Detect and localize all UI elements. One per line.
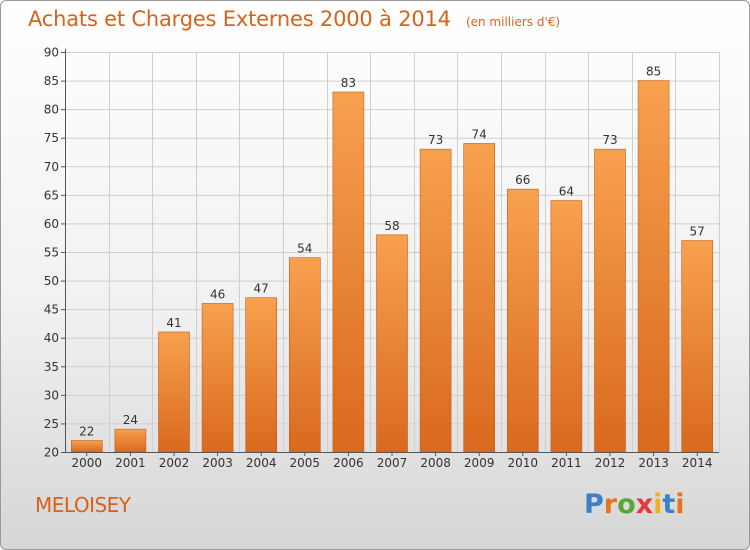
bar bbox=[158, 331, 190, 453]
y-tick-label: 75 bbox=[44, 131, 59, 145]
x-tick-label: 2014 bbox=[682, 456, 713, 470]
y-tick-label: 60 bbox=[44, 217, 59, 231]
data-label: 73 bbox=[602, 133, 617, 147]
x-tick-label: 2011 bbox=[551, 456, 582, 470]
y-tick-label: 30 bbox=[44, 388, 59, 402]
y-tick-label: 55 bbox=[44, 246, 59, 260]
data-label: 57 bbox=[690, 225, 705, 239]
x-tick-label: 2007 bbox=[377, 456, 408, 470]
y-tick-label: 25 bbox=[44, 417, 59, 431]
data-label: 22 bbox=[79, 425, 94, 439]
x-tick-label: 2001 bbox=[115, 456, 146, 470]
x-tick-label: 2004 bbox=[246, 456, 277, 470]
town-name: MELOISEY bbox=[35, 493, 131, 517]
bar bbox=[594, 148, 626, 453]
logo-letter: r bbox=[603, 489, 618, 520]
bar bbox=[637, 80, 670, 453]
chart-subtitle: (en milliers d'€) bbox=[465, 15, 561, 29]
y-tick-label: 90 bbox=[44, 46, 59, 60]
data-label: 83 bbox=[341, 76, 356, 90]
x-tick-label: 2000 bbox=[72, 456, 103, 470]
logo-letter: P bbox=[584, 489, 604, 520]
bar bbox=[245, 297, 277, 453]
data-label: 46 bbox=[210, 287, 225, 301]
x-tick-label: 2008 bbox=[420, 456, 451, 470]
y-tick-label: 85 bbox=[44, 74, 59, 88]
data-label: 41 bbox=[166, 316, 181, 330]
y-tick-label: 80 bbox=[44, 103, 59, 117]
logo-letter: i bbox=[653, 489, 663, 520]
x-tick-label: 2009 bbox=[464, 456, 495, 470]
axes: 20 25 30 35 40 45 50 55 60 65 70 75 80 85 90 2000 2001 20… bbox=[44, 46, 719, 470]
bar bbox=[419, 148, 452, 453]
x-tick-label: 2013 bbox=[638, 456, 669, 470]
y-tick-label: 50 bbox=[44, 274, 59, 288]
logo-letter: x bbox=[635, 489, 654, 520]
data-label: 58 bbox=[384, 219, 399, 233]
y-tick-label: 65 bbox=[44, 188, 59, 202]
data-label: 24 bbox=[123, 413, 138, 427]
data-label: 85 bbox=[646, 65, 661, 79]
bar bbox=[71, 440, 103, 453]
logo-letter: i bbox=[675, 489, 685, 520]
bar bbox=[463, 143, 496, 453]
logo-letter: o bbox=[617, 489, 636, 520]
x-tick-label: 2012 bbox=[595, 456, 626, 470]
x-tick-label: 2010 bbox=[508, 456, 539, 470]
title-area: Achats et Charges Externes 2000 à 2014 (… bbox=[28, 7, 560, 31]
bar bbox=[506, 188, 539, 453]
y-tick-label: 40 bbox=[44, 331, 59, 345]
bars bbox=[71, 80, 714, 453]
bar bbox=[681, 240, 714, 453]
y-tick-label: 20 bbox=[44, 446, 59, 460]
logo-letter: t bbox=[662, 489, 676, 520]
data-label: 66 bbox=[515, 173, 530, 187]
data-label: 74 bbox=[472, 127, 487, 141]
bar bbox=[550, 200, 583, 453]
x-tick-label: 2006 bbox=[333, 456, 364, 470]
data-labels: 22 24 41 46 47 54 83 58 73 74 66 64 73 85 57 bbox=[79, 65, 705, 439]
proxiti-logo[interactable]: Proxiti bbox=[584, 489, 685, 520]
bar bbox=[114, 428, 147, 453]
x-tick-label: 2005 bbox=[290, 456, 321, 470]
data-label: 64 bbox=[559, 185, 574, 199]
y-tick-label: 45 bbox=[44, 303, 59, 317]
data-label: 73 bbox=[428, 133, 443, 147]
bar bbox=[288, 257, 321, 453]
y-tick-label: 70 bbox=[44, 160, 59, 174]
chart-title: Achats et Charges Externes 2000 à 2014 bbox=[28, 7, 451, 31]
data-label: 47 bbox=[254, 282, 269, 296]
bar bbox=[332, 91, 365, 453]
bar bbox=[376, 234, 408, 453]
bar bbox=[201, 303, 234, 453]
x-tick-label: 2002 bbox=[159, 456, 190, 470]
data-label: 54 bbox=[297, 242, 312, 256]
y-tick-label: 35 bbox=[44, 360, 59, 374]
x-tick-label: 2003 bbox=[202, 456, 233, 470]
